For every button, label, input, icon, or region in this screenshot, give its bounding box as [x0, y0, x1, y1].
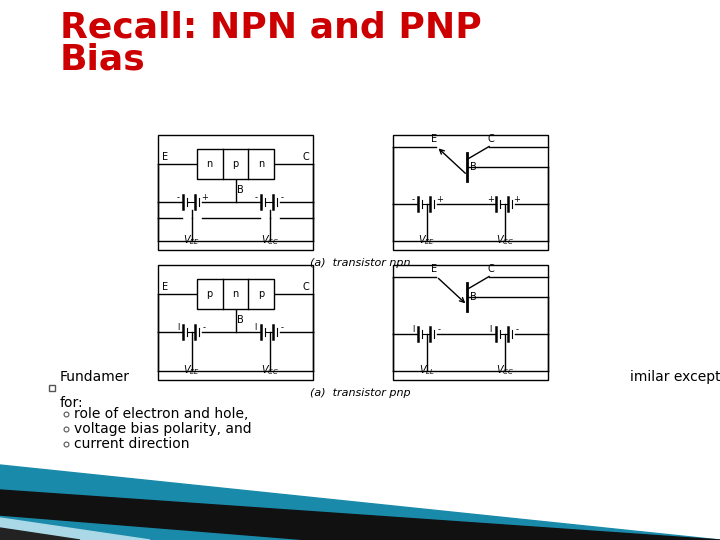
Text: l: l [412, 326, 414, 334]
Text: Fundamer: Fundamer [60, 370, 130, 384]
Text: C: C [302, 282, 309, 292]
Text: -: - [438, 326, 441, 334]
Bar [158, 135, 313, 250]
Text: role of electron and hole,: role of electron and hole, [74, 407, 248, 421]
Text: B: B [470, 162, 477, 172]
Text: -: - [176, 193, 179, 202]
Text: n: n [207, 159, 213, 168]
Text: +: + [201, 193, 207, 202]
Text: $V_{CC}$: $V_{CC}$ [495, 233, 513, 247]
Bar [158, 265, 313, 380]
Text: l: l [490, 326, 492, 334]
Text: -: - [202, 323, 206, 332]
Text: $V_{EE}$: $V_{EE}$ [184, 363, 201, 376]
Text: C: C [487, 133, 495, 144]
Polygon shape [0, 465, 720, 540]
Text: C: C [302, 152, 309, 162]
Text: (a)  transistor pnp: (a) transistor pnp [310, 388, 410, 398]
Text: p: p [233, 159, 238, 168]
Text: B: B [238, 315, 244, 325]
Text: -: - [254, 193, 257, 202]
Text: $V_{EE}$: $V_{EE}$ [184, 233, 201, 247]
Text: $V_{CC}$: $V_{CC}$ [261, 363, 279, 376]
Text: B: B [470, 292, 477, 302]
Text: current direction: current direction [74, 437, 189, 451]
Text: C: C [487, 264, 495, 273]
Text: p: p [258, 289, 264, 299]
Text: -: - [515, 326, 518, 334]
Text: -: - [280, 193, 283, 202]
Text: E: E [162, 282, 168, 292]
Text: -: - [280, 323, 283, 332]
Text: l: l [254, 323, 257, 332]
Text: Bias: Bias [60, 43, 145, 77]
Text: imilar except: imilar except [630, 370, 720, 384]
Bar [393, 265, 548, 380]
Text: $V_{LL}$: $V_{LL}$ [419, 363, 435, 376]
Text: (a)  transistor npn: (a) transistor npn [310, 258, 410, 268]
Text: n: n [258, 159, 264, 168]
Text: +: + [436, 195, 443, 205]
Text: -: - [412, 195, 415, 205]
Text: +: + [513, 195, 520, 205]
Polygon shape [0, 490, 720, 540]
Text: l: l [177, 323, 179, 332]
Text: E: E [162, 152, 168, 162]
Text: Recall: NPN and PNP: Recall: NPN and PNP [60, 10, 482, 44]
Text: +: + [487, 195, 494, 205]
Text: voltage bias polarity, and: voltage bias polarity, and [74, 422, 251, 436]
Text: $V_{CC}$: $V_{CC}$ [495, 363, 513, 376]
Text: E: E [431, 264, 438, 273]
Text: $V_{EE}$: $V_{EE}$ [418, 233, 436, 247]
Text: n: n [233, 289, 238, 299]
Text: for:: for: [60, 396, 84, 410]
Text: $V_{CC}$: $V_{CC}$ [261, 233, 279, 247]
Polygon shape [0, 528, 80, 540]
Text: E: E [431, 133, 438, 144]
Bar [197, 149, 274, 179]
Bar [197, 279, 274, 309]
Polygon shape [0, 518, 150, 540]
Text: B: B [238, 185, 244, 195]
Bar [393, 135, 548, 250]
Text: p: p [207, 289, 213, 299]
